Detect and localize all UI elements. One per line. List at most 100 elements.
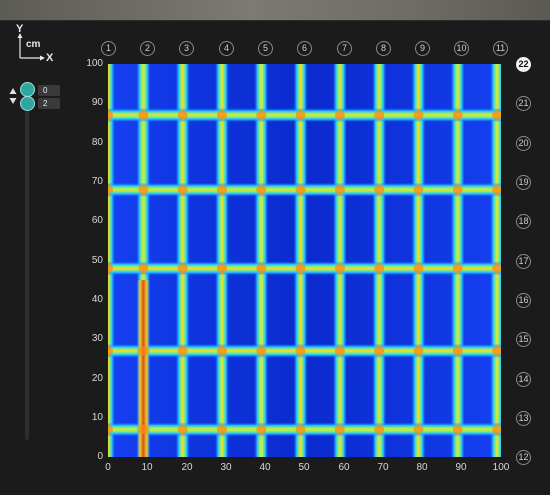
vertical-ridge xyxy=(108,64,115,457)
x-tick-label: 40 xyxy=(259,462,271,473)
top-divider xyxy=(0,20,550,21)
ridge-intersection xyxy=(256,110,267,121)
hot-ridge xyxy=(136,280,151,457)
ridge-intersection xyxy=(374,424,385,435)
ridge-intersection xyxy=(216,263,227,274)
column-selector[interactable]: 4 xyxy=(219,41,234,56)
slider-knob-upper[interactable] xyxy=(20,82,35,97)
row-selector[interactable]: 19 xyxy=(516,175,531,190)
ridge-intersection xyxy=(452,424,463,435)
ridge-intersection xyxy=(295,345,306,356)
ridge-intersection xyxy=(108,184,113,195)
ridge-intersection xyxy=(177,110,188,121)
row-selector[interactable]: 16 xyxy=(516,293,531,308)
ridge-intersection xyxy=(295,424,306,435)
ridge-intersection xyxy=(492,345,501,356)
ridge-intersection xyxy=(413,184,424,195)
slider-track[interactable] xyxy=(25,108,29,440)
vertical-ridge xyxy=(332,64,347,457)
ridge-intersection xyxy=(452,345,463,356)
ridge-intersection xyxy=(108,424,113,435)
column-selector[interactable]: 11 xyxy=(493,41,508,56)
ridge-intersection xyxy=(108,345,113,356)
ridge-intersection xyxy=(256,345,267,356)
column-selector[interactable]: 5 xyxy=(258,41,273,56)
vertical-ridge xyxy=(372,64,387,457)
vertical-ridge xyxy=(293,64,308,457)
ridge-intersection xyxy=(452,263,463,274)
ridge-intersection xyxy=(216,110,227,121)
row-selector[interactable]: 18 xyxy=(516,214,531,229)
ridge-intersection xyxy=(492,110,501,121)
x-tick-label: 80 xyxy=(416,462,428,473)
row-selector[interactable]: 13 xyxy=(516,411,531,426)
row-selector-active[interactable]: 22 xyxy=(516,57,531,72)
row-selector[interactable]: 12 xyxy=(516,450,531,465)
axis-unit-label: cm xyxy=(26,39,41,50)
column-selector[interactable]: 6 xyxy=(297,41,312,56)
axis-x-label: X xyxy=(46,52,54,64)
row-selector[interactable]: 20 xyxy=(516,136,531,151)
ridge-intersection xyxy=(256,184,267,195)
ridge-intersection xyxy=(108,110,113,121)
ridge-intersection xyxy=(295,263,306,274)
column-selector[interactable]: 3 xyxy=(179,41,194,56)
vertical-ridge xyxy=(490,64,501,457)
column-selector[interactable]: 9 xyxy=(415,41,430,56)
vertical-ridge xyxy=(175,64,190,457)
y-tick-label: 80 xyxy=(91,137,103,148)
column-selector[interactable]: 8 xyxy=(376,41,391,56)
ridge-intersection xyxy=(295,184,306,195)
ridge-intersection xyxy=(492,424,501,435)
ridge-intersection xyxy=(216,345,227,356)
axis-orientation-indicator: Y cm X xyxy=(8,23,60,64)
x-tick-label: 60 xyxy=(338,462,350,473)
ridge-intersection xyxy=(334,184,345,195)
column-selector[interactable]: 7 xyxy=(337,41,352,56)
column-selector[interactable]: 10 xyxy=(454,41,469,56)
ridge-intersection xyxy=(334,424,345,435)
y-tick-label: 10 xyxy=(91,412,103,423)
y-tick-label: 50 xyxy=(91,255,103,266)
ridge-intersection xyxy=(334,263,345,274)
x-tick-label: 70 xyxy=(377,462,389,473)
ridge-intersection xyxy=(256,263,267,274)
ridge-intersection xyxy=(138,263,149,274)
top-window-strip xyxy=(0,0,550,20)
ridge-intersection xyxy=(177,184,188,195)
ridge-intersection xyxy=(374,263,385,274)
ridge-intersection xyxy=(413,263,424,274)
x-tick-label: 30 xyxy=(220,462,232,473)
ridge-intersection xyxy=(138,110,149,121)
row-selector[interactable]: 17 xyxy=(516,254,531,269)
slider-value-upper: 0 xyxy=(38,85,60,96)
ridge-intersection xyxy=(216,424,227,435)
up-down-arrows-icon[interactable] xyxy=(9,87,17,105)
ridge-intersection xyxy=(177,424,188,435)
column-selector[interactable]: 2 xyxy=(140,41,155,56)
row-selector[interactable]: 21 xyxy=(516,96,531,111)
column-selector[interactable]: 1 xyxy=(101,41,116,56)
ridge-intersection xyxy=(138,424,149,435)
ridge-intersection xyxy=(177,263,188,274)
slider-value-lower: 2 xyxy=(38,98,60,109)
ridge-intersection xyxy=(413,345,424,356)
hot-spots xyxy=(108,110,501,457)
ridge-intersection xyxy=(374,345,385,356)
ridge-intersection xyxy=(413,424,424,435)
slider-knob-lower[interactable] xyxy=(20,96,35,111)
pressure-heatmap[interactable] xyxy=(108,64,501,457)
x-tick-label: 10 xyxy=(141,462,153,473)
ridge-intersection xyxy=(492,184,501,195)
row-selector[interactable]: 15 xyxy=(516,332,531,347)
x-tick-label: 0 xyxy=(105,462,111,473)
ridge-intersection xyxy=(108,263,113,274)
y-tick-label: 30 xyxy=(91,333,103,344)
vertical-ridge xyxy=(214,64,229,457)
ridge-intersection xyxy=(256,424,267,435)
ridge-intersection xyxy=(413,110,424,121)
x-tick-label: 20 xyxy=(181,462,193,473)
ridge-intersection xyxy=(334,345,345,356)
heatmap-canvas xyxy=(108,64,501,457)
row-selector[interactable]: 14 xyxy=(516,372,531,387)
